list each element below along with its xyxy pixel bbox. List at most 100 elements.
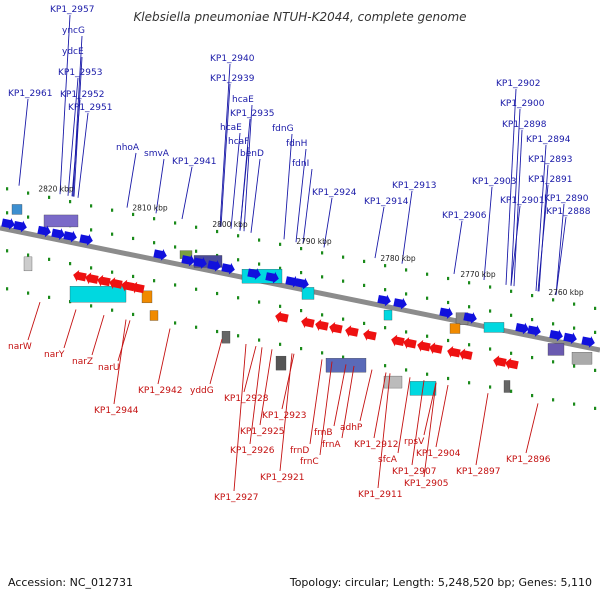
forward-gene-label: KP1_2901	[500, 196, 544, 206]
forward-gene-label: KP1_2898	[502, 120, 547, 130]
forward-gene-label: KP1_2891	[528, 175, 572, 185]
forward-gene-arrow	[181, 254, 195, 267]
reverse-gene-arrow	[131, 281, 145, 294]
reverse-gene-label: KP1_2904	[416, 449, 461, 459]
forward-gene-label: KP1_2914	[364, 197, 409, 207]
tick-mark	[216, 329, 219, 334]
tick-mark	[300, 347, 303, 351]
leader-line	[249, 347, 263, 445]
tick-mark	[90, 304, 93, 308]
forward-gene-label: KP1_2951	[68, 103, 112, 113]
reverse-gene-arrow	[363, 328, 377, 341]
tick-mark	[363, 283, 366, 288]
reverse-gene-label: narU	[98, 363, 120, 373]
tick-mark	[552, 398, 555, 402]
tick-mark	[468, 305, 471, 309]
leader-line	[535, 144, 547, 292]
gene-labels: KP1_2957 yncG ydcE KP1_2953 KP1_2961 KP1_2952…	[8, 5, 591, 503]
tick-mark	[447, 300, 450, 305]
forward-gene-arrow	[221, 262, 235, 275]
tick-mark	[594, 306, 597, 310]
tick-mark	[69, 262, 72, 266]
tick-mark	[321, 351, 324, 355]
feature-block	[483, 322, 505, 333]
leader-line	[397, 377, 411, 454]
tick-mark	[27, 253, 30, 257]
tick-mark	[384, 326, 387, 330]
leader-line	[18, 98, 29, 186]
leader-line	[510, 108, 521, 286]
forward-gene-arrow	[285, 275, 299, 288]
forward-gene-label: nhoA	[116, 143, 140, 153]
reverse-gene-label: KP1_2928	[224, 394, 269, 404]
leader-line	[555, 203, 565, 295]
tick-mark	[363, 321, 366, 326]
forward-gene-arrow	[207, 260, 221, 272]
reverse-gene-label: frnA	[322, 440, 341, 450]
reverse-gene-label: KP1_2905	[404, 479, 448, 489]
tick-mark	[111, 232, 114, 236]
tick-mark	[132, 312, 135, 317]
forward-gene-label: KP1_2893	[528, 155, 572, 165]
feature-block	[383, 375, 403, 389]
reverse-gene-label: yddG	[190, 386, 214, 396]
tick-mark	[531, 393, 534, 398]
leader-line	[475, 393, 489, 466]
reverse-gene-label: adhP	[340, 423, 363, 433]
tick-mark	[447, 338, 450, 343]
leader-line	[359, 369, 373, 422]
forward-gene-label: smvA	[144, 149, 170, 159]
tick-mark	[384, 364, 387, 368]
leader-line	[453, 220, 463, 274]
tick-mark	[237, 334, 240, 338]
reverse-gene-arrow	[447, 346, 461, 358]
feature-block	[503, 380, 511, 393]
tick-mark	[111, 308, 114, 312]
tick-mark	[90, 228, 93, 232]
tick-mark	[300, 247, 303, 251]
feature-block	[23, 256, 33, 272]
leader-line	[281, 353, 295, 410]
tick-mark	[258, 338, 261, 342]
tick-mark	[447, 276, 450, 281]
feature-block	[383, 309, 393, 321]
scale-label: 2800 kbp	[212, 220, 248, 229]
tick-mark	[468, 343, 471, 347]
tick-mark	[153, 217, 156, 221]
reverse-gene-label: KP1_2926	[230, 446, 275, 456]
forward-gene-arrow	[463, 312, 477, 324]
tick-mark	[6, 249, 9, 253]
reverse-gene-label: KP1_2925	[240, 427, 284, 437]
tick-mark	[174, 283, 177, 287]
reverse-gene-arrow	[403, 337, 417, 349]
leader-line	[67, 77, 79, 196]
forward-gene-arrow	[581, 336, 595, 348]
feature-block	[11, 204, 23, 215]
forward-gene-arrow	[63, 230, 77, 243]
leader-line	[525, 403, 539, 454]
leader-line	[113, 319, 127, 405]
reverse-gene-label: KP1_2923	[262, 411, 306, 421]
leader-line	[233, 343, 247, 492]
reverse-gene-arrow	[275, 311, 289, 323]
leader-line	[243, 104, 253, 232]
reverse-gene-label: KP1_2927	[214, 493, 258, 503]
tick-mark	[174, 245, 177, 249]
gene-arrows	[1, 218, 595, 370]
tick-mark	[27, 191, 30, 195]
tick-mark	[195, 225, 198, 229]
leader-line	[63, 309, 77, 349]
forward-gene-label: benD	[240, 149, 264, 159]
tick-mark	[384, 288, 387, 292]
tick-mark	[363, 259, 366, 264]
leader-line	[537, 184, 549, 292]
scale-label: 2780 kbp	[380, 254, 416, 263]
forward-gene-label: ydcE	[62, 47, 84, 57]
scale-label: 2770 kbp	[460, 270, 496, 279]
leader-line	[71, 99, 81, 197]
forward-gene-arrow	[153, 249, 167, 261]
tick-mark	[195, 287, 198, 291]
tick-mark	[342, 317, 345, 321]
forward-gene-arrow	[295, 277, 309, 290]
forward-gene-label: KP1_2906	[442, 211, 487, 221]
